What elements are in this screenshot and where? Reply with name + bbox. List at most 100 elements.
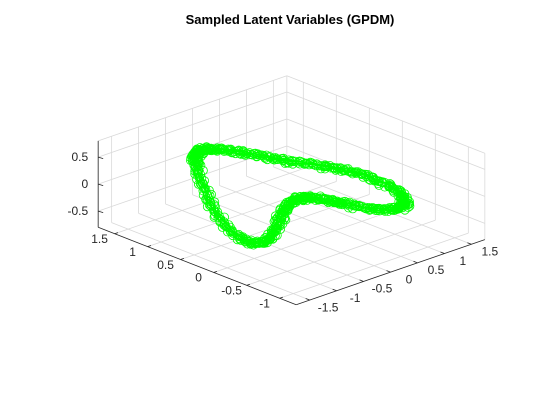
z-tick-label: -0.5 [67, 204, 88, 218]
data-point [343, 166, 353, 176]
data-point [342, 199, 352, 209]
data-point [336, 198, 346, 208]
z-tick-mark [98, 210, 104, 213]
data-point [200, 183, 210, 193]
data-point [392, 185, 402, 195]
x-axis-line [296, 239, 485, 306]
data-point [357, 169, 367, 179]
x-tick-mark [413, 260, 418, 264]
data-point [314, 161, 324, 171]
axis-lines [97, 140, 485, 306]
data-point [369, 176, 379, 186]
x-tick-label: -0.5 [372, 282, 393, 296]
data-point [193, 165, 203, 175]
data-point [329, 198, 339, 208]
x-tick-mark [440, 251, 445, 254]
data-point [236, 235, 246, 245]
data-point [201, 194, 211, 204]
data-point [360, 169, 370, 179]
data-point [215, 217, 225, 227]
data-point [318, 195, 328, 205]
data-point [190, 162, 200, 172]
data-point [385, 181, 395, 191]
data-point [189, 156, 199, 166]
wall-edge [286, 75, 485, 154]
y-tick-label: -0.5 [221, 284, 242, 298]
y-tick-mark [279, 296, 284, 299]
chart-title: Sampled Latent Variables (GPDM) [186, 12, 395, 27]
side-wall-grid-line [286, 91, 485, 170]
data-point [273, 212, 283, 222]
data-point [251, 238, 261, 248]
data-point [349, 201, 359, 211]
data-point [384, 203, 394, 213]
data-point [375, 204, 385, 214]
data-point [301, 158, 311, 168]
data-point [258, 151, 269, 161]
data-point [338, 165, 348, 176]
x-tick-mark [386, 270, 391, 273]
data-point [243, 236, 253, 246]
floor-grid-line [192, 194, 391, 273]
x-tick-mark [467, 242, 472, 245]
data-point [228, 228, 238, 238]
data-point [276, 210, 287, 221]
data-point [221, 222, 231, 232]
floor-grid-line [219, 185, 418, 264]
data-point [272, 216, 282, 226]
data-point [245, 149, 255, 159]
wall-edge [98, 75, 287, 142]
floor-grid-line [246, 175, 445, 254]
data-point [249, 149, 259, 159]
data-point [191, 158, 201, 168]
data-point [194, 172, 204, 182]
data-point [201, 144, 211, 154]
data-point [196, 179, 206, 189]
floor-grid-line [111, 222, 310, 301]
x-tick-label: 1.5 [481, 244, 498, 258]
data-point [204, 197, 214, 207]
y-tick-mark [147, 245, 152, 248]
z-tick-mark [98, 183, 104, 186]
data-point [195, 145, 205, 155]
data-point [382, 204, 392, 214]
data-point [393, 203, 404, 213]
side-wall-grid-line [286, 118, 485, 197]
data-point [204, 144, 215, 155]
data-point [304, 160, 314, 170]
data-point [277, 154, 287, 164]
data-point [206, 201, 216, 211]
data-point [305, 193, 315, 203]
data-point [316, 193, 326, 203]
floor-grid-line [138, 212, 337, 292]
y-axis-line [98, 226, 297, 306]
data-point [268, 227, 278, 237]
data-point [404, 197, 414, 207]
y-tick-label: 1 [129, 245, 136, 259]
y-tick-label: -1 [259, 296, 270, 310]
data-point [234, 146, 244, 156]
data-point [268, 154, 278, 164]
back-wall-grid-line [98, 91, 287, 158]
data-point [367, 203, 378, 213]
data-point [209, 206, 219, 216]
data-point [260, 233, 270, 243]
data-point [331, 198, 341, 208]
data-point [389, 202, 399, 212]
data-point [265, 152, 275, 162]
tick-labels: -1.5-1-0.500.511.5-1-0.500.511.5-0.500.5 [67, 150, 498, 314]
x-tick-label: 0 [406, 272, 413, 286]
x-tick-mark [305, 298, 310, 301]
y-tick-label: 1.5 [91, 232, 108, 246]
x-tick-label: -1.5 [318, 300, 339, 314]
y-tick-label: 0.5 [157, 258, 174, 272]
y-tick-label: 0 [195, 271, 202, 285]
data-point [323, 194, 333, 204]
data-point [377, 177, 387, 187]
data-point [372, 205, 382, 215]
data-point [240, 236, 250, 246]
data-point [325, 196, 335, 206]
data-point [396, 200, 406, 210]
data-point [285, 197, 295, 207]
